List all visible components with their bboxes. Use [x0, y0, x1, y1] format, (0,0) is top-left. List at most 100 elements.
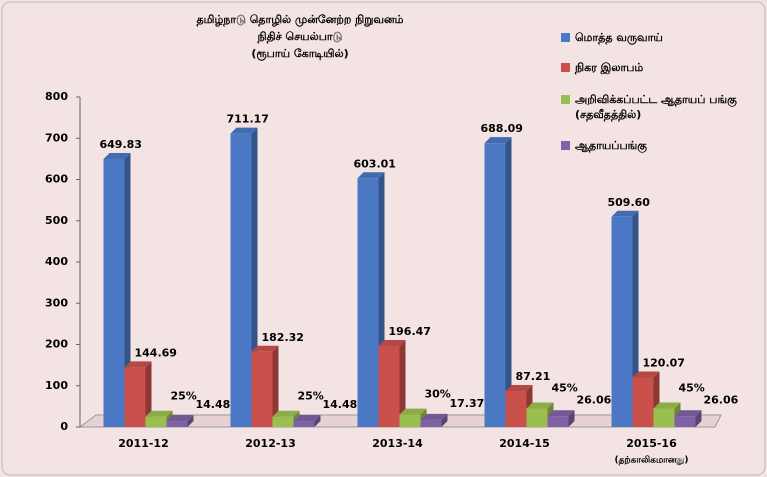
legend-item: அறிவிக்கப்பட்ட ஆதாயப் பங்கு (சதவீதத்தில்…	[561, 92, 755, 122]
data-label: 196.47	[389, 325, 431, 338]
data-label: 688.09	[481, 122, 523, 135]
y-tick-label: 400	[45, 255, 68, 268]
bar-side	[124, 152, 131, 427]
data-label: 711.17	[227, 113, 269, 126]
bar-side	[399, 339, 406, 427]
bar-top	[420, 413, 448, 420]
bar-top	[251, 345, 279, 352]
bar-top	[378, 339, 406, 346]
data-label: 14.48	[196, 398, 231, 411]
bar-top	[357, 172, 385, 179]
bar-top	[484, 137, 512, 144]
data-label: 45%	[679, 381, 705, 394]
category-note: (தற்காலிகமானது)	[614, 455, 688, 466]
bar-top	[124, 361, 152, 368]
data-label: 45%	[552, 381, 578, 394]
bar	[357, 178, 379, 427]
data-label: 603.01	[354, 157, 396, 170]
y-tick-label: 100	[45, 379, 68, 392]
bar-top	[399, 408, 427, 415]
bar-top	[230, 127, 258, 134]
data-label: 17.37	[450, 397, 485, 410]
bar-top	[145, 410, 173, 417]
x-tick-label: 2011-12	[118, 437, 169, 450]
bar	[103, 158, 125, 427]
bar-side	[187, 415, 194, 427]
bar-top	[272, 410, 300, 417]
legend-swatch	[561, 95, 570, 104]
legend-label: மொத்த வருவாய்	[575, 31, 663, 44]
data-label: 649.83	[100, 138, 142, 151]
bar	[230, 133, 252, 427]
bar	[399, 414, 421, 427]
data-label: 26.06	[577, 393, 612, 406]
bar	[251, 351, 273, 427]
data-label: 509.60	[608, 196, 651, 209]
bar	[484, 143, 506, 427]
bar-side	[568, 410, 575, 427]
y-tick-label: 500	[45, 214, 68, 227]
bar-top	[611, 210, 639, 217]
bar-side	[272, 345, 279, 427]
bar-top	[674, 410, 702, 417]
bar-top	[505, 385, 533, 392]
data-label: 25%	[298, 390, 324, 403]
data-label: 14.48	[323, 398, 358, 411]
bar-side	[145, 361, 152, 427]
bar-top	[526, 402, 554, 409]
bar	[124, 367, 146, 427]
bar	[674, 416, 696, 427]
bar	[526, 408, 548, 427]
bar-top	[632, 371, 660, 378]
bar-side	[632, 210, 639, 427]
y-tick-label: 700	[45, 131, 68, 144]
x-tick-label: 2012-13	[245, 437, 296, 450]
chart-subtitle: நிதிச் செயல்பாடு	[256, 30, 342, 44]
unit-label: (ரூபாய் கோடியில்)	[251, 47, 348, 61]
y-tick-label: 0	[60, 420, 68, 433]
bar-top	[547, 410, 575, 417]
bar	[145, 416, 167, 427]
bar-side	[695, 410, 702, 427]
bar	[378, 345, 400, 427]
data-label: 30%	[425, 388, 451, 401]
y-tick-label: 600	[45, 173, 68, 186]
legend-item: மொத்த வருவாய்	[561, 30, 755, 45]
legend-swatch	[561, 33, 570, 42]
legend-label: அறிவிக்கப்பட்ட ஆதாயப் பங்கு (சதவீதத்தில்…	[575, 93, 737, 121]
y-tick-label: 300	[45, 296, 68, 309]
x-tick-label: 2015-16	[626, 437, 677, 450]
y-tick-label: 200	[45, 338, 68, 351]
bar	[166, 421, 188, 427]
bar	[653, 408, 675, 427]
legend-swatch	[561, 141, 570, 150]
bar-top	[103, 152, 131, 159]
legend-swatch	[561, 63, 570, 72]
data-label: 87.21	[516, 370, 551, 383]
data-label: 25%	[171, 390, 197, 403]
bar-top	[653, 402, 681, 409]
bar	[547, 416, 569, 427]
bar-side	[505, 137, 512, 427]
legend-item: ஆதாயப்பங்கு	[561, 138, 755, 153]
legend-item: நிகர இலாபம்	[561, 60, 755, 75]
legend-label: நிகர இலாபம்	[575, 61, 644, 74]
y-tick-label: 800	[45, 90, 68, 103]
bar-side	[314, 415, 321, 427]
bar-top	[166, 415, 194, 422]
data-label: 120.07	[643, 356, 685, 369]
bar-top	[293, 415, 321, 422]
data-label: 26.06	[704, 393, 739, 406]
data-label: 182.32	[262, 331, 304, 344]
bar	[420, 419, 442, 427]
bar	[632, 377, 654, 427]
bar	[505, 391, 527, 427]
bar	[272, 416, 294, 427]
x-tick-label: 2013-14	[372, 437, 423, 450]
bar-side	[441, 413, 448, 427]
bar	[611, 216, 633, 427]
x-tick-label: 2014-15	[499, 437, 550, 450]
